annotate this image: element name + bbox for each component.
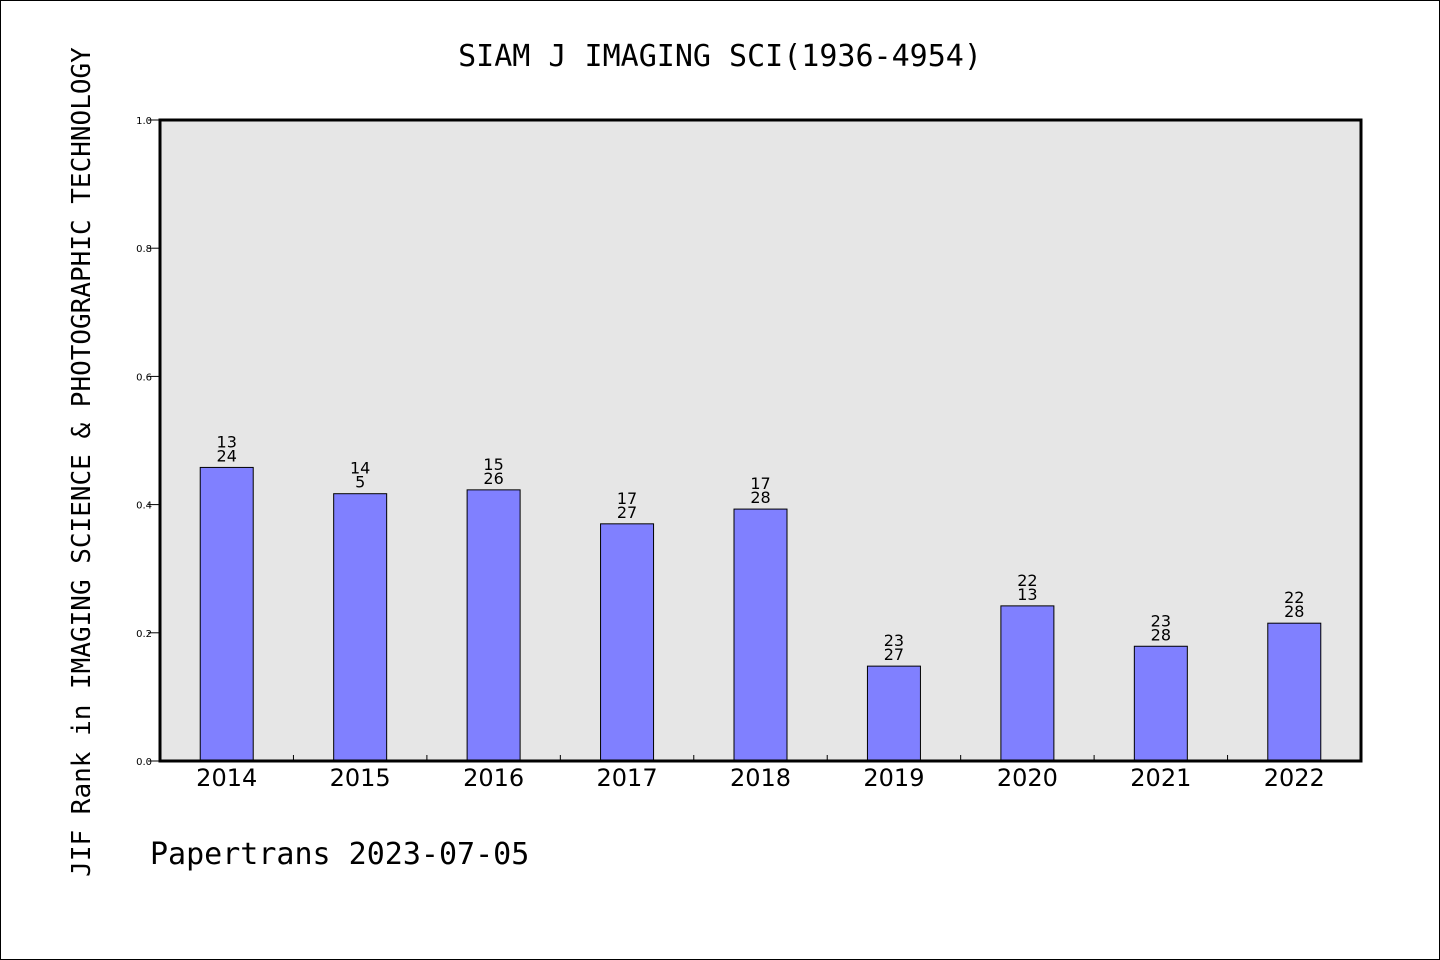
plot-border xyxy=(158,118,1363,763)
data-label-bottom: 27 xyxy=(884,645,904,664)
x-tick-label: 2017 xyxy=(597,764,658,792)
data-label-bottom: 24 xyxy=(217,446,237,465)
bar xyxy=(1267,622,1322,762)
x-tick-label: 2016 xyxy=(463,764,524,792)
data-label-top: 13 xyxy=(217,432,237,451)
bars xyxy=(199,466,1322,762)
y-tick-label: 0.2 xyxy=(136,629,152,640)
bar xyxy=(866,665,921,762)
data-label-top: 15 xyxy=(483,455,503,474)
data-label-bottom: 5 xyxy=(355,473,365,492)
data-label-top: 22 xyxy=(1284,588,1304,607)
data-label-bottom: 28 xyxy=(1151,625,1171,644)
bar xyxy=(466,489,521,762)
data-label-top: 17 xyxy=(750,474,770,493)
bar xyxy=(600,523,655,762)
y-tick-label: 0.4 xyxy=(136,501,152,512)
data-label-top: 23 xyxy=(1151,611,1171,630)
x-tick-label: 2020 xyxy=(997,764,1058,792)
y-axis-label: JIF Rank in IMAGING SCIENCE & PHOTOGRAPH… xyxy=(67,47,97,877)
data-label-top: 22 xyxy=(1017,571,1037,590)
x-axis-ticks: 2014 2015 2016 2017 2018 2019 2020 2021 2022 xyxy=(196,755,1325,792)
bar xyxy=(1133,645,1188,762)
y-tick-label: 1.0 xyxy=(136,116,152,127)
data-label-bottom: 13 xyxy=(1017,585,1037,604)
y-tick-label: 0.6 xyxy=(136,372,152,383)
y-tick-label: 0.8 xyxy=(136,244,152,255)
x-tick-label: 2015 xyxy=(330,764,391,792)
y-axis-ticks: 0.0 0.2 0.4 0.6 0.8 1.0 xyxy=(136,116,160,768)
data-label-top: 17 xyxy=(617,489,637,508)
data-label-top: 14 xyxy=(350,459,370,478)
data-label-bottom: 28 xyxy=(1284,602,1304,621)
data-label-bottom: 27 xyxy=(617,503,637,522)
bar xyxy=(199,466,254,762)
data-label-bottom: 28 xyxy=(750,488,770,507)
footer-text: Papertrans 2023-07-05 xyxy=(150,837,529,872)
bar xyxy=(733,508,788,762)
bar xyxy=(333,493,388,762)
data-label-top: 23 xyxy=(884,631,904,650)
x-tick-label: 2019 xyxy=(863,764,924,792)
x-tick-label: 2018 xyxy=(730,764,791,792)
data-label-bottom: 26 xyxy=(483,469,503,488)
bar xyxy=(1000,605,1055,762)
chart-title: SIAM J IMAGING SCI(1936-4954) xyxy=(458,39,982,74)
y-tick-label: 0.0 xyxy=(136,757,152,768)
x-tick-label: 2014 xyxy=(196,764,257,792)
x-tick-label: 2022 xyxy=(1264,764,1325,792)
x-tick-label: 2021 xyxy=(1130,764,1191,792)
